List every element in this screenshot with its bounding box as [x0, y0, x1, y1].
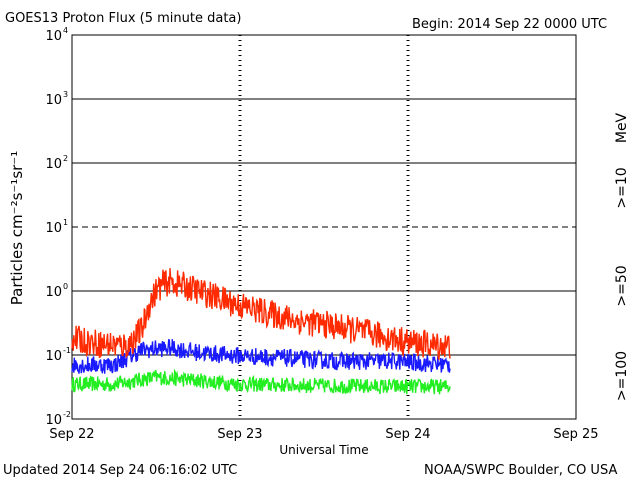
legend-ge50: >=50: [614, 265, 630, 306]
legend-unit: MeV: [614, 112, 630, 143]
series-layer: [71, 268, 451, 395]
x-axis-ticks: Sep 22 Sep 23 Sep 24 Sep 25: [49, 427, 598, 442]
y-tick-label: 10: [45, 221, 62, 236]
y-tick-exponent: 0: [63, 282, 68, 291]
series-line-ge10: [71, 268, 451, 361]
y-tick-label: 10: [45, 285, 62, 300]
y-tick-exponent: 1: [63, 218, 68, 227]
updated-time: Updated 2014 Sep 24 06:16:02 UTC: [3, 463, 237, 478]
y-tick-exponent: -2: [63, 410, 71, 419]
y-tick-label: 10: [45, 93, 62, 108]
y-tick-label: 10: [45, 349, 62, 364]
begin-time: Begin: 2014 Sep 22 0000 UTC: [412, 17, 607, 32]
y-tick-label: 10: [45, 413, 62, 428]
legend-ge10: >=10: [614, 167, 630, 208]
x-tick-label: Sep 22: [49, 427, 94, 442]
x-tick-label: Sep 24: [385, 427, 430, 442]
series-line-ge100: [71, 368, 451, 395]
y-tick-label: 10: [45, 157, 62, 172]
x-tick-label: Sep 23: [217, 427, 262, 442]
x-axis-label: Universal Time: [279, 443, 368, 457]
legend-ge100: >=100: [614, 351, 630, 401]
y-tick-label: 10: [45, 29, 62, 44]
y-tick-exponent: 4: [63, 26, 68, 35]
y-tick-exponent: 3: [63, 90, 68, 99]
credit: NOAA/SWPC Boulder, CO USA: [424, 463, 617, 478]
y-tick-exponent: 2: [63, 154, 68, 163]
x-tick-label: Sep 25: [553, 427, 598, 442]
y-axis-label: Particles cm⁻²s⁻¹sr⁻¹: [8, 151, 26, 305]
y-tick-exponent: -1: [63, 346, 71, 355]
chart-title: GOES13 Proton Flux (5 minute data): [5, 11, 241, 26]
